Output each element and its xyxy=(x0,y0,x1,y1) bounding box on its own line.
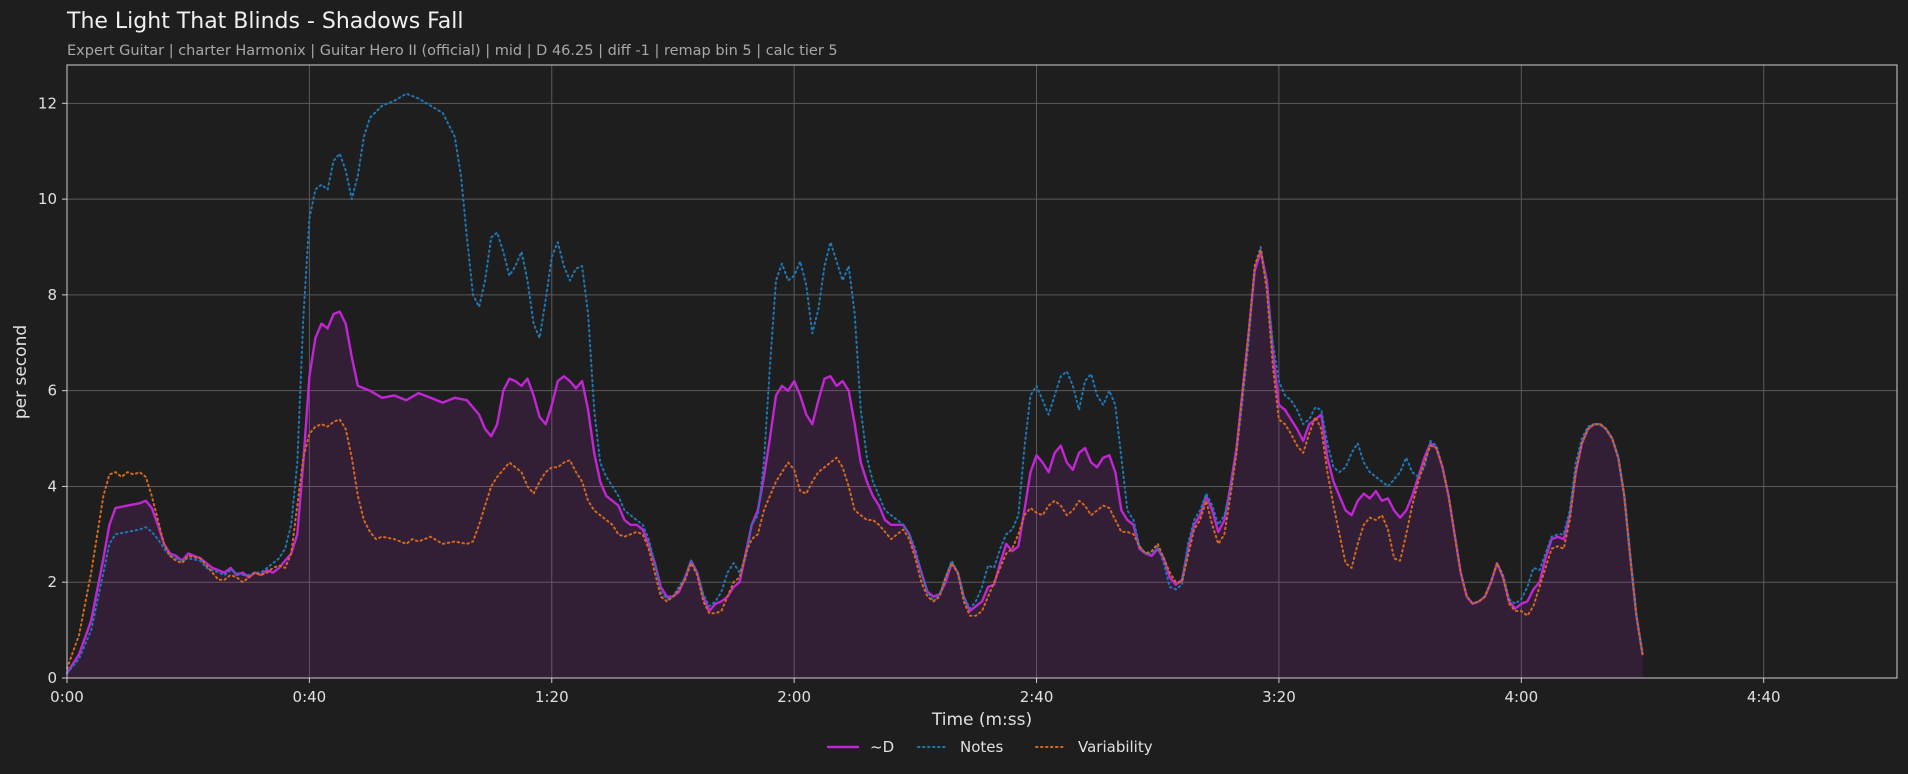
chart-subtitle: Expert Guitar | charter Harmonix | Guita… xyxy=(67,43,838,59)
legend-label: Notes xyxy=(960,738,1004,756)
x-tick-label: 0:00 xyxy=(50,688,84,706)
series-line-2 xyxy=(66,248,1644,670)
x-axis-ticks: 0:00 0:40 1:20 2:00 2:40 3:20 4:00 4:40 xyxy=(50,678,1781,706)
y-tick-label: 10 xyxy=(38,190,57,208)
y-tick-label: 12 xyxy=(38,94,57,112)
y-tick-label: 6 xyxy=(47,382,57,400)
series-line-1 xyxy=(66,92,1644,675)
x-tick-label: 2:40 xyxy=(1020,688,1054,706)
legend-label: ~D xyxy=(870,738,894,756)
legend: ~D Notes Variability xyxy=(826,738,1153,756)
x-tick-label: 0:40 xyxy=(293,688,327,706)
y-axis-ticks: 0 2 4 6 8 10 12 xyxy=(38,94,67,687)
y-tick-label: 2 xyxy=(47,573,57,591)
y-axis-label: per second xyxy=(11,325,31,419)
x-tick-label: 1:20 xyxy=(535,688,569,706)
x-tick-label: 2:00 xyxy=(777,688,811,706)
plot-frame xyxy=(66,64,1898,679)
x-tick-label: 4:00 xyxy=(1504,688,1538,706)
y-tick-label: 0 xyxy=(47,669,57,687)
chart-title: The Light That Blinds - Shadows Fall xyxy=(66,9,464,34)
x-tick-label: 4:40 xyxy=(1747,688,1781,706)
series-lines xyxy=(65,92,1644,675)
x-axis-label: Time (m:ss) xyxy=(931,710,1032,730)
legend-label: Variability xyxy=(1078,738,1153,756)
area-fill xyxy=(67,251,1643,679)
series-area-0 xyxy=(67,251,1643,679)
y-tick-label: 4 xyxy=(47,477,57,495)
x-tick-label: 3:20 xyxy=(1262,688,1296,706)
y-tick-label: 8 xyxy=(47,286,57,304)
